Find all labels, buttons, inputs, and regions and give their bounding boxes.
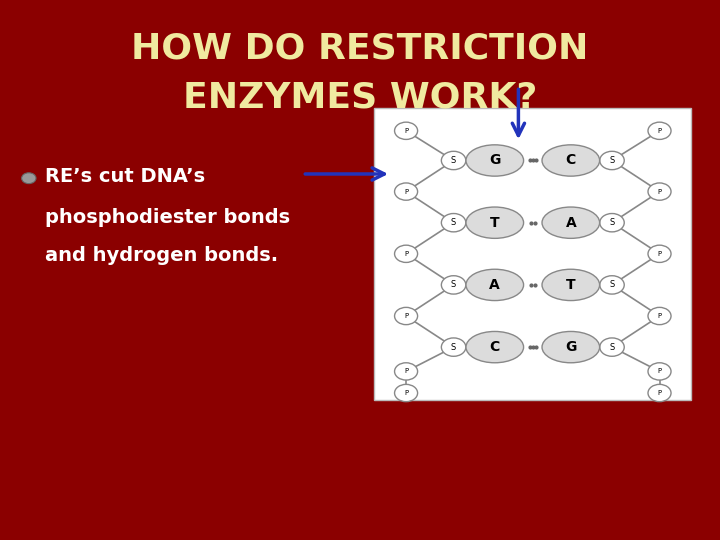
Text: S: S [609,218,615,227]
Text: P: P [404,313,408,319]
Ellipse shape [542,207,600,238]
Circle shape [395,384,418,402]
Circle shape [395,307,418,325]
Text: P: P [404,188,408,194]
Circle shape [648,363,671,380]
Text: G: G [489,153,500,167]
Circle shape [22,173,36,184]
Circle shape [441,276,466,294]
Text: S: S [451,342,456,352]
Circle shape [648,307,671,325]
Text: P: P [657,368,662,374]
Circle shape [648,245,671,262]
Text: P: P [404,251,408,257]
Circle shape [600,338,624,356]
Circle shape [395,363,418,380]
Circle shape [648,122,671,139]
Text: and hydrogen bonds.: and hydrogen bonds. [45,246,278,266]
Text: C: C [490,340,500,354]
FancyBboxPatch shape [374,108,691,400]
Circle shape [441,151,466,170]
Text: phosphodiester bonds: phosphodiester bonds [45,207,289,227]
Circle shape [648,384,671,402]
Circle shape [441,338,466,356]
Circle shape [395,122,418,139]
Text: S: S [609,280,615,289]
Circle shape [600,276,624,294]
Text: C: C [566,153,576,167]
Text: S: S [451,280,456,289]
Circle shape [600,151,624,170]
Circle shape [441,213,466,232]
Text: RE’s cut DNA’s: RE’s cut DNA’s [45,166,204,186]
Text: HOW DO RESTRICTION: HOW DO RESTRICTION [131,32,589,65]
Text: T: T [566,278,575,292]
Ellipse shape [466,332,523,363]
Text: P: P [657,390,662,396]
Ellipse shape [466,269,523,301]
Text: P: P [657,188,662,194]
Circle shape [395,183,418,200]
Text: P: P [404,128,408,134]
Text: P: P [657,251,662,257]
Circle shape [395,245,418,262]
Text: A: A [565,215,576,230]
Ellipse shape [542,332,600,363]
Ellipse shape [466,145,523,176]
Text: G: G [565,340,577,354]
Text: P: P [404,390,408,396]
Ellipse shape [542,269,600,301]
Ellipse shape [466,207,523,238]
Text: P: P [404,368,408,374]
Text: ENZYMES WORK?: ENZYMES WORK? [183,80,537,114]
Text: S: S [609,342,615,352]
Text: S: S [451,218,456,227]
Text: P: P [657,313,662,319]
Text: S: S [609,156,615,165]
Ellipse shape [542,145,600,176]
Text: A: A [490,278,500,292]
Text: P: P [657,128,662,134]
Text: T: T [490,215,500,230]
Circle shape [600,213,624,232]
Text: S: S [451,156,456,165]
Circle shape [648,183,671,200]
